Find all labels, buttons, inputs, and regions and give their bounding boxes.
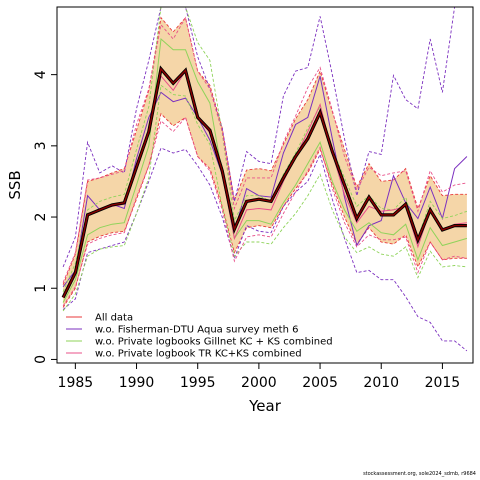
x-tick-label-2015: 2015 <box>425 375 461 391</box>
series-2-lower-line <box>62 147 468 352</box>
series-1-lower-line <box>62 112 467 308</box>
series-2-upper-line <box>62 6 467 268</box>
series-3-upper-line <box>62 6 468 292</box>
series-4-upper-line <box>62 16 467 283</box>
confidence-band <box>63 17 467 308</box>
legend-label-3: w.o. Private logbooks Gillnet KC + KS co… <box>95 337 333 348</box>
y-tick-label-1: 1 <box>33 284 49 293</box>
series-1-upper-line <box>62 16 467 285</box>
y-tick-label-2: 2 <box>33 213 49 222</box>
footer-credit: stockassessment.org, sole2024_sdmb, r968… <box>363 471 476 477</box>
series-3-estimate-line <box>62 37 468 303</box>
series-4-lower-line <box>62 116 467 307</box>
y-tick-label-4: 4 <box>33 70 49 79</box>
x-tick-label-1995: 1995 <box>180 375 216 391</box>
x-tick-label-2005: 2005 <box>302 375 338 391</box>
x-tick-label-1990: 1990 <box>119 375 155 391</box>
legend-label-1: All data <box>95 313 133 324</box>
plot-frame <box>56 6 474 364</box>
confidence-band-layer <box>63 17 467 308</box>
y-axis-label: SSB <box>6 170 24 199</box>
legend-label-2: w.o. Fisherman-DTU Aqua survey meth 6 <box>95 325 298 336</box>
series-layer <box>61 6 468 352</box>
x-axis: 1985 1990 1995 2000 2005 2010 2015 <box>58 363 461 391</box>
x-axis-label: Year <box>248 397 282 415</box>
x-tick-label-2000: 2000 <box>241 375 277 391</box>
y-tick-label-0: 0 <box>33 355 49 364</box>
legend-label-4: w.o. Private logbook TR KC+KS combined <box>95 349 302 360</box>
y-tick-label-3: 3 <box>33 141 49 150</box>
y-axis: 0 1 2 3 4 <box>33 70 57 364</box>
x-tick-label-1985: 1985 <box>58 375 94 391</box>
x-tick-label-2010: 2010 <box>363 375 399 391</box>
series-3-lower-line <box>62 84 467 312</box>
base-estimate-line <box>62 67 467 298</box>
